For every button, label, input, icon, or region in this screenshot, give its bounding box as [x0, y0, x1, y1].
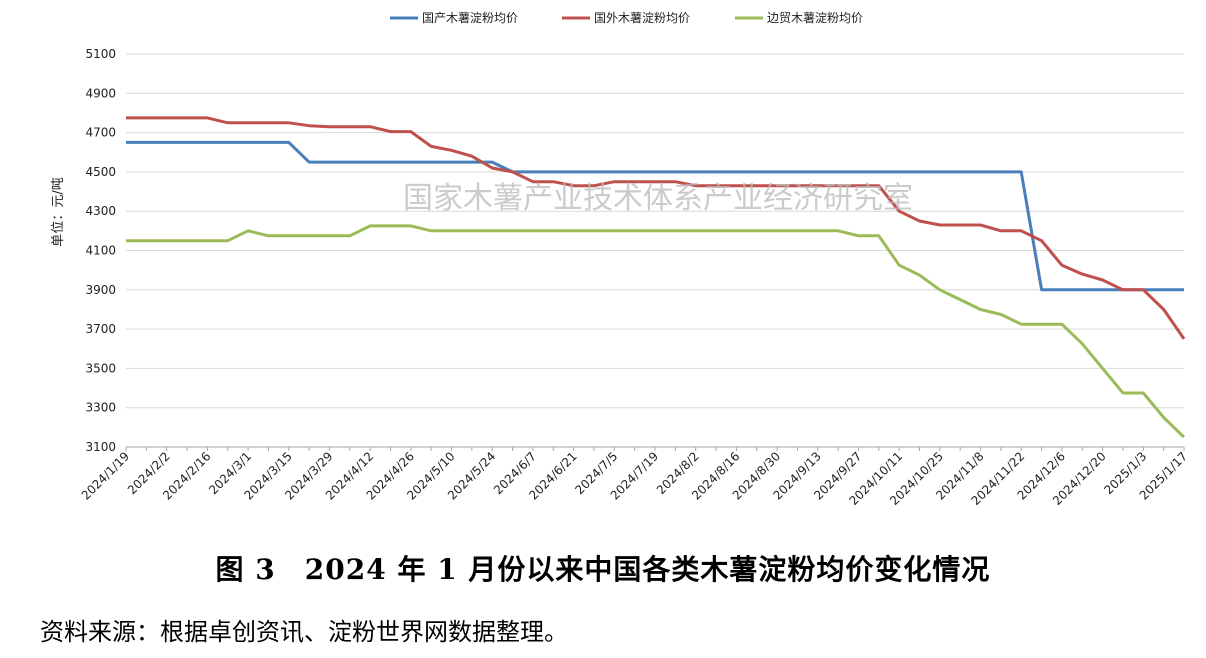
series-line-3 — [126, 224, 1186, 439]
y-tick-label: 4300 — [85, 204, 116, 218]
legend-label: 边贸木薯淀粉均价 — [767, 11, 863, 25]
y-tick-label: 3100 — [85, 440, 116, 454]
figure-caption: 图 3 2024 年 1 月份以来中国各类木薯淀粉均价变化情况 — [215, 553, 991, 586]
y-tick-label: 3300 — [85, 401, 116, 415]
y-tick-label: 5100 — [85, 47, 116, 61]
y-tick-label: 4100 — [85, 244, 116, 258]
y-tick-label: 4900 — [85, 86, 116, 100]
y-axis-title: 单位：元/吨 — [51, 177, 66, 246]
series-line-1 — [126, 140, 1184, 292]
price-line-chart: 国产木薯淀粉均价 国外木薯淀粉均价 边贸木薯淀粉均价 3100 3300 3500 370… — [51, 11, 1190, 508]
y-tick-label: 4500 — [85, 165, 116, 179]
y-tick-label: 3900 — [85, 283, 116, 297]
watermark-text: 国家木薯产业技术体系产业经济研究室 — [403, 181, 913, 216]
chart-legend: 国产木薯淀粉均价 国外木薯淀粉均价 边贸木薯淀粉均价 — [390, 11, 863, 25]
data-source-note: 资料来源：根据卓创资讯、淀粉世界网数据整理。 — [40, 618, 568, 646]
chart-gridlines — [126, 53, 1184, 448]
y-tick-label: 3700 — [85, 322, 116, 336]
y-tick-label: 4700 — [85, 126, 116, 140]
x-tick-label: 2024/1/19 — [79, 449, 132, 502]
series-line-2 — [126, 116, 1186, 340]
y-axis-ticks: 3100 3300 3500 3700 3900 4100 4300 4500 4700 4900… — [85, 47, 116, 454]
x-axis: 2024/1/192024/2/22024/2/162024/3/12024/3… — [79, 446, 1190, 508]
y-tick-label: 3500 — [85, 361, 116, 375]
chart-series — [126, 116, 1186, 439]
legend-label: 国产木薯淀粉均价 — [422, 11, 518, 25]
legend-label: 国外木薯淀粉均价 — [594, 11, 690, 25]
